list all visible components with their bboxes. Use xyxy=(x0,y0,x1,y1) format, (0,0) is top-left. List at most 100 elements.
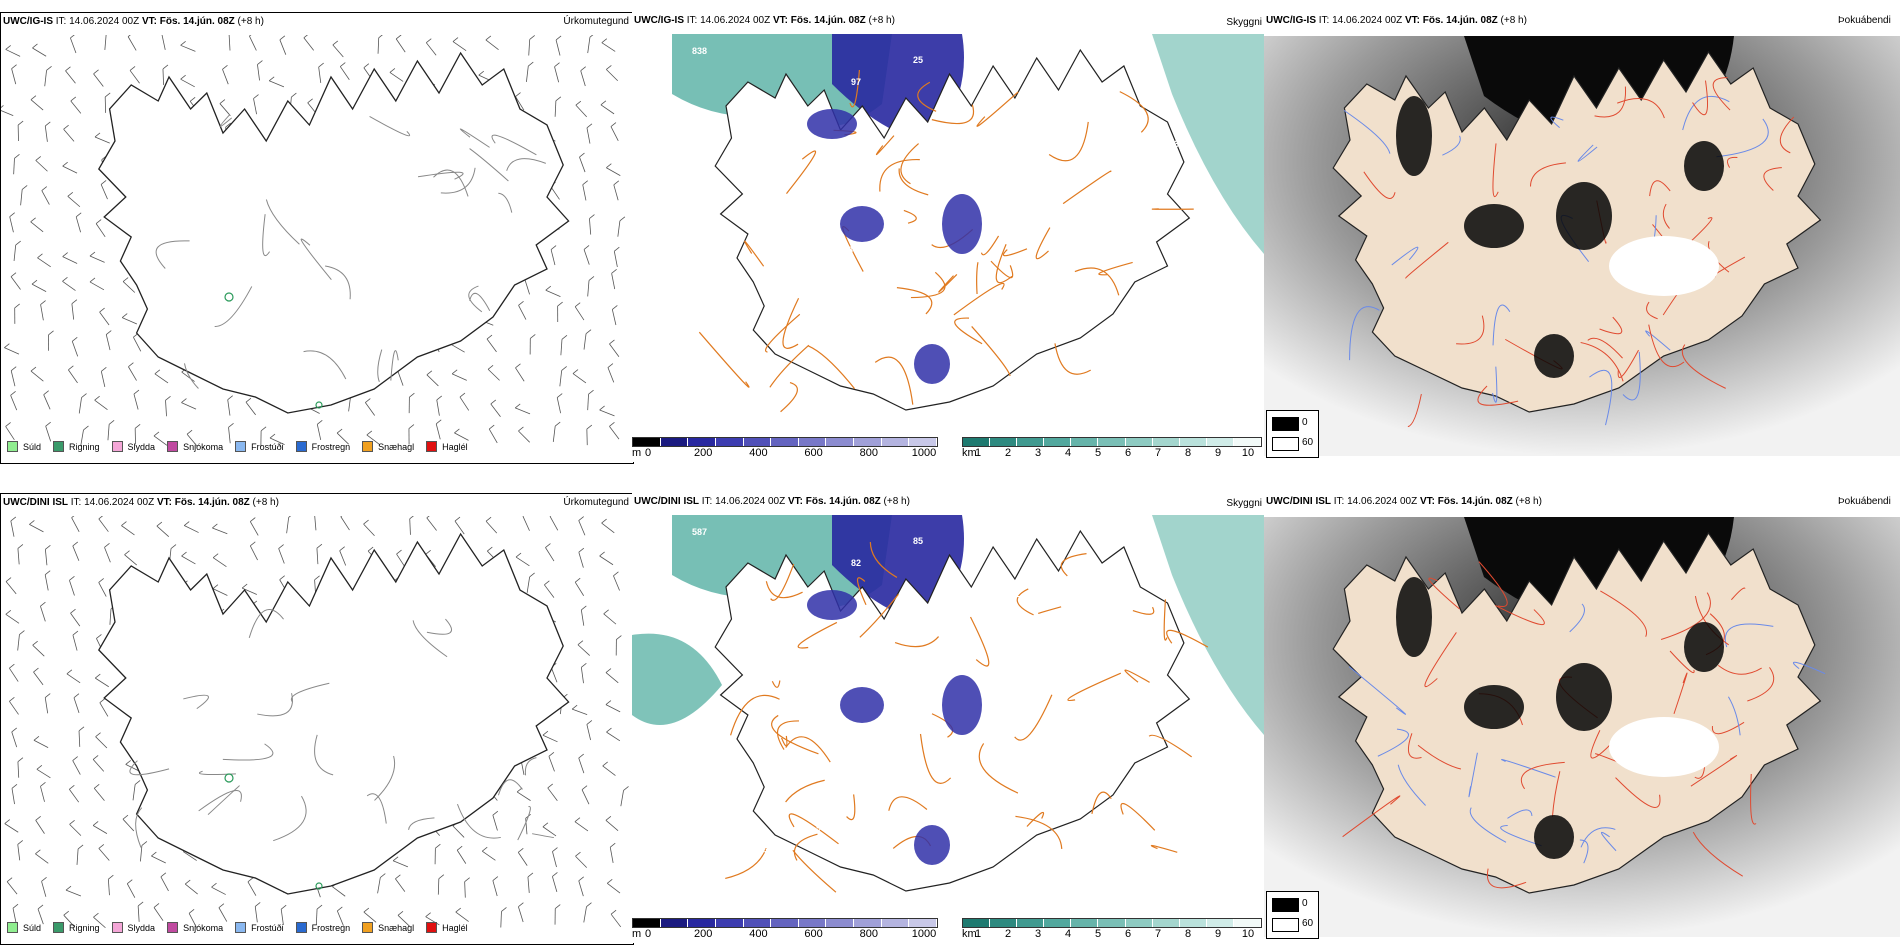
road xyxy=(1648,324,1685,368)
road xyxy=(532,833,555,839)
wind-barb-tick xyxy=(95,219,102,224)
wind-barb xyxy=(65,70,76,84)
scale-swatch xyxy=(963,438,991,446)
wind-barb-tick xyxy=(69,576,75,581)
wind-barb-tick xyxy=(72,756,78,761)
wind-barb xyxy=(580,609,585,626)
wind-barb-tick xyxy=(454,428,460,434)
low-cloud-area xyxy=(840,206,884,242)
scale-swatch xyxy=(771,438,799,446)
road xyxy=(456,803,501,839)
wind-barb xyxy=(254,906,258,923)
legend-swatch xyxy=(362,441,374,452)
cloud-base-label: 59 xyxy=(1080,258,1090,268)
wind-barb xyxy=(140,845,143,862)
road xyxy=(1424,632,1457,688)
precip-cell xyxy=(315,882,323,890)
wind-barb-tick xyxy=(609,422,615,427)
fog-clear-area xyxy=(1609,717,1719,777)
wind-barb xyxy=(547,787,558,801)
wind-barb-tick xyxy=(574,302,581,308)
wind-barb xyxy=(582,184,587,201)
road xyxy=(290,682,330,703)
wind-barb-tick xyxy=(397,911,404,916)
road xyxy=(135,807,143,848)
road xyxy=(771,680,781,688)
wind-barb xyxy=(269,80,285,88)
river xyxy=(1492,304,1511,346)
road xyxy=(917,81,937,112)
cloud-base-label: 115 xyxy=(719,289,734,299)
cloud-base-label: 43 xyxy=(816,342,826,352)
wind-barb xyxy=(555,39,561,56)
wind-barb-tick xyxy=(545,285,552,291)
wind-barb xyxy=(578,880,584,897)
wind-barb xyxy=(9,216,14,233)
wind-barb xyxy=(133,393,139,410)
wind-barb xyxy=(44,549,48,566)
fog-legend-label: 60 xyxy=(1302,437,1314,448)
river xyxy=(1397,764,1426,806)
legend-item: Snæhagl xyxy=(362,441,414,452)
wind-barb-tick xyxy=(426,370,433,376)
wind-barb xyxy=(62,281,76,291)
wind-barb-tick xyxy=(188,908,195,914)
road xyxy=(1120,803,1156,831)
wind-barb xyxy=(76,848,79,865)
road xyxy=(808,345,856,390)
wind-barb-tick xyxy=(69,820,75,825)
wind-barb-tick xyxy=(128,362,134,368)
wind-barb xyxy=(78,397,82,414)
road xyxy=(1599,316,1623,335)
wind-barb-tick xyxy=(314,575,320,581)
cloud-base-label: 125 xyxy=(754,364,769,374)
wind-barb-tick xyxy=(583,245,590,250)
wind-barb-tick xyxy=(92,821,99,826)
wind-barb xyxy=(332,44,344,58)
wind-barb-tick xyxy=(487,364,494,370)
wind-barb-tick xyxy=(30,95,37,101)
wind-barb xyxy=(247,881,257,896)
road xyxy=(1486,868,1527,889)
wind-barb-tick xyxy=(586,123,593,129)
road xyxy=(1712,77,1731,111)
wind-barb xyxy=(10,520,15,537)
wind-barb-tick xyxy=(260,426,267,432)
wind-barb-tick xyxy=(98,578,104,583)
river xyxy=(1377,728,1409,757)
road xyxy=(1478,561,1508,607)
scale-tick-label: 5 xyxy=(1094,447,1102,459)
road xyxy=(257,693,293,717)
wind-barb xyxy=(392,860,409,868)
wind-barb-tick xyxy=(11,64,17,69)
wind-barb xyxy=(578,552,584,568)
wind-barb-tick xyxy=(212,523,218,529)
wind-barb xyxy=(65,889,82,897)
legend-label: Rigning xyxy=(69,441,100,452)
scale-swatch xyxy=(1152,438,1180,446)
wind-barb xyxy=(611,273,616,290)
wind-barb xyxy=(452,373,467,381)
wind-barb-tick xyxy=(73,693,80,699)
wind-barb-tick xyxy=(153,903,160,908)
wind-barb-tick xyxy=(425,912,431,918)
wind-barb-tick xyxy=(425,549,431,555)
wind-barb-tick xyxy=(585,329,592,335)
road xyxy=(1669,650,1695,674)
road xyxy=(1587,337,1623,359)
wind-barb-tick xyxy=(435,843,441,849)
wind-barb-tick xyxy=(137,901,144,907)
road xyxy=(971,326,1011,377)
precip-cell xyxy=(224,773,234,783)
wind-barb-tick xyxy=(125,760,131,765)
wind-barb xyxy=(587,280,590,297)
wind-barb xyxy=(366,434,380,445)
wind-barb-tick xyxy=(6,877,13,882)
road xyxy=(769,344,810,388)
cloud-base-label: 95 xyxy=(1142,236,1152,246)
scale-tick-label: 6 xyxy=(1124,447,1132,459)
river xyxy=(1716,118,1769,158)
wind-barb xyxy=(94,136,110,144)
wind-barb-tick xyxy=(395,35,402,40)
wind-barb xyxy=(363,911,377,923)
